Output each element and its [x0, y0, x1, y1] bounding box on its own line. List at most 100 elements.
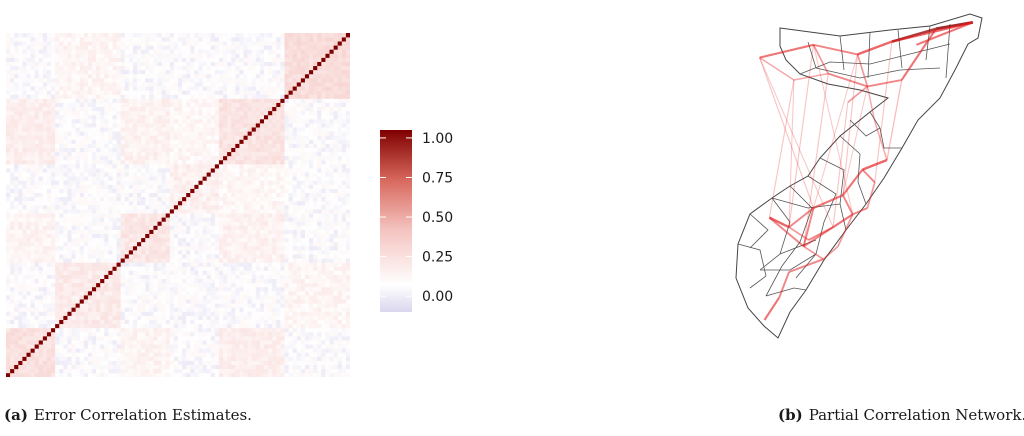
heatmap-cell	[161, 245, 167, 251]
heatmap-cell	[264, 151, 269, 157]
heatmap-cell	[34, 278, 40, 284]
heatmap-cell	[292, 299, 298, 304]
heatmap-cell	[206, 340, 212, 345]
heatmap-cell	[296, 331, 302, 337]
heatmap-cell	[194, 209, 199, 214]
heatmap-cell	[46, 184, 52, 189]
heatmap-cell	[214, 172, 220, 177]
heatmap-cell	[104, 258, 109, 263]
heatmap-cell	[178, 159, 183, 165]
heatmap-cell	[313, 372, 318, 378]
heatmap-cell	[6, 131, 11, 136]
heatmap-cell	[157, 176, 162, 181]
heatmap-cell	[153, 143, 158, 148]
heatmap-cell	[157, 139, 162, 144]
heatmap-cell	[243, 213, 248, 218]
heatmap-cell	[333, 323, 339, 329]
heatmap-cell	[104, 205, 109, 210]
heatmap-cell	[300, 323, 306, 329]
heatmap-cell	[231, 303, 236, 308]
heatmap-cell	[325, 209, 330, 214]
heatmap-cell	[247, 139, 253, 144]
heatmap-cell	[218, 311, 224, 316]
heatmap-cell	[317, 245, 322, 251]
heatmap-cell	[272, 205, 277, 210]
heatmap-cell	[239, 168, 244, 173]
heatmap-diagonal-cell	[79, 299, 85, 304]
heatmap-cell	[223, 368, 228, 374]
heatmap-cell	[161, 262, 167, 267]
heatmap-cell	[83, 213, 89, 218]
heatmap-cell	[329, 340, 334, 345]
heatmap-cell	[51, 192, 56, 198]
heatmap-cell	[186, 250, 191, 255]
heatmap-cell	[202, 196, 207, 202]
heatmap-cell	[55, 356, 60, 361]
heatmap-cell	[34, 237, 40, 243]
heatmap-cell	[79, 143, 85, 148]
heatmap-cell	[345, 299, 351, 304]
heatmap-cell	[227, 188, 232, 194]
heatmap-cell	[202, 299, 207, 304]
heatmap-cell	[206, 213, 212, 218]
heatmap-cell	[198, 364, 203, 370]
heatmap-cell	[321, 176, 326, 181]
heatmap-cell	[87, 176, 93, 181]
heatmap-cell	[79, 348, 85, 353]
heatmap-diagonal-cell	[157, 221, 162, 226]
heatmap-cell	[304, 180, 310, 185]
heatmap-cell	[157, 213, 162, 218]
heatmap-cell	[317, 299, 322, 304]
heatmap-cell	[87, 315, 93, 320]
heatmap-cell	[108, 303, 113, 308]
heatmap-cell	[276, 282, 281, 288]
heatmap-cell	[300, 237, 306, 243]
heatmap-cell	[34, 159, 40, 165]
heatmap-cell	[337, 331, 343, 337]
heatmap-cell	[341, 364, 347, 370]
heatmap-cell	[268, 168, 273, 173]
heatmap-cell	[202, 217, 207, 222]
heatmap-cell	[165, 295, 171, 300]
heatmap-cell	[92, 217, 97, 222]
heatmap-cell	[304, 254, 310, 259]
heatmap-cell	[206, 151, 212, 157]
heatmap-cell	[227, 221, 232, 226]
heatmap-cell	[169, 176, 175, 181]
heatmap-cell	[247, 176, 253, 181]
heatmap-cell	[231, 286, 236, 292]
heatmap-cell	[206, 250, 212, 255]
heatmap-cell	[186, 139, 191, 144]
heatmap-diagonal-cell	[198, 180, 203, 185]
heatmap-cell	[112, 356, 117, 361]
heatmap-cell	[10, 245, 15, 251]
heatmap-cell	[124, 213, 130, 218]
heatmap-cell	[218, 200, 224, 206]
heatmap-cell	[128, 274, 134, 280]
heatmap-cell	[264, 196, 269, 202]
heatmap-cell	[235, 168, 240, 173]
heatmap-cell	[194, 311, 199, 316]
heatmap-cell	[141, 291, 146, 296]
heatmap-cell	[276, 340, 281, 345]
heatmap-cell	[210, 217, 216, 222]
heatmap-cell	[141, 315, 146, 320]
heatmap-cell	[206, 229, 212, 234]
heatmap-cell	[145, 356, 150, 361]
heatmap-cell	[296, 205, 302, 210]
heatmap-cell	[137, 278, 142, 284]
heatmap-cell	[141, 307, 146, 312]
heatmap-cell	[182, 151, 187, 157]
heatmap-cell	[153, 164, 158, 169]
heatmap-cell	[137, 286, 142, 292]
heatmap-cell	[345, 250, 351, 255]
heatmap-cell	[247, 266, 253, 271]
heatmap-cell	[231, 229, 236, 234]
heatmap-cell	[337, 258, 343, 263]
heatmap-cell	[141, 254, 146, 259]
heatmap-cell	[153, 282, 158, 288]
heatmap-cell	[190, 213, 195, 218]
heatmap-cell	[6, 188, 11, 194]
heatmap-cell	[104, 168, 109, 173]
heatmap-cell	[321, 258, 326, 263]
